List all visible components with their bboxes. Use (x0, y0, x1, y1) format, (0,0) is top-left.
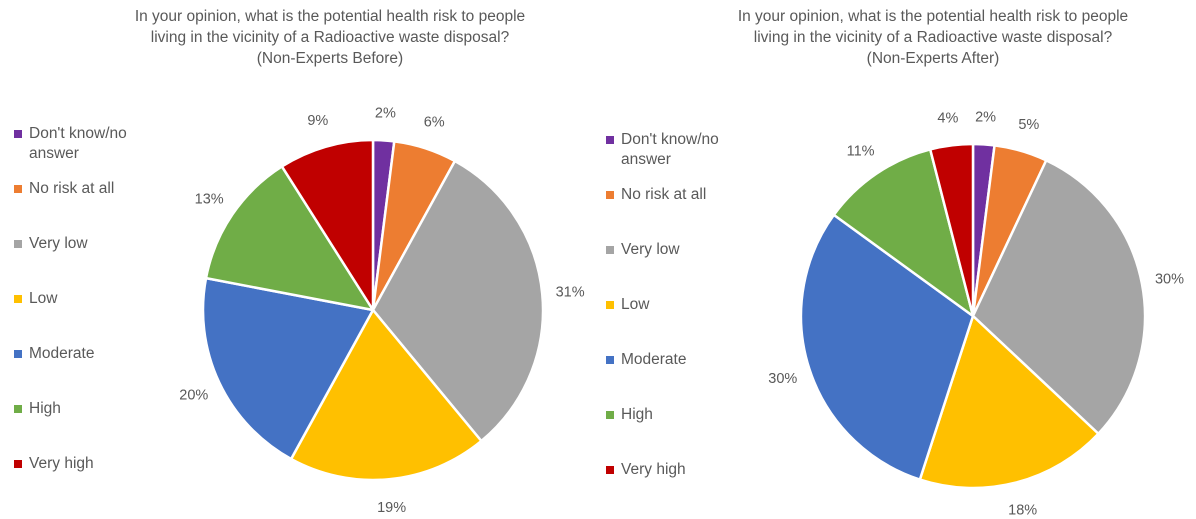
data-label-moderate: 30% (768, 371, 797, 387)
data-label-moderate: 20% (179, 387, 208, 403)
pie-plot: 2% 5% 30% 18% 30% 11% 4% (598, 0, 1196, 519)
pie-chart-before: In your opinion, what is the potential h… (0, 0, 598, 519)
data-label-low: 18% (1008, 503, 1037, 519)
data-label-very-low: 30% (1155, 272, 1184, 288)
data-label-very-high: 9% (307, 113, 328, 129)
data-label-very-high: 4% (937, 111, 958, 127)
pie-plot: 2% 6% 31% 19% 20% 13% 9% (0, 0, 598, 519)
data-label-low: 19% (377, 500, 406, 516)
data-label-high: 11% (847, 144, 875, 160)
pie-chart-after: In your opinion, what is the potential h… (598, 0, 1196, 519)
data-label-no-risk-at-all: 5% (1018, 117, 1039, 133)
data-label-no-risk-at-all: 6% (424, 115, 445, 131)
data-label-don-t-know-no-answer: 2% (975, 109, 996, 125)
data-label-don-t-know-no-answer: 2% (375, 105, 396, 121)
data-label-very-low: 31% (556, 284, 585, 300)
data-label-high: 13% (195, 192, 224, 208)
